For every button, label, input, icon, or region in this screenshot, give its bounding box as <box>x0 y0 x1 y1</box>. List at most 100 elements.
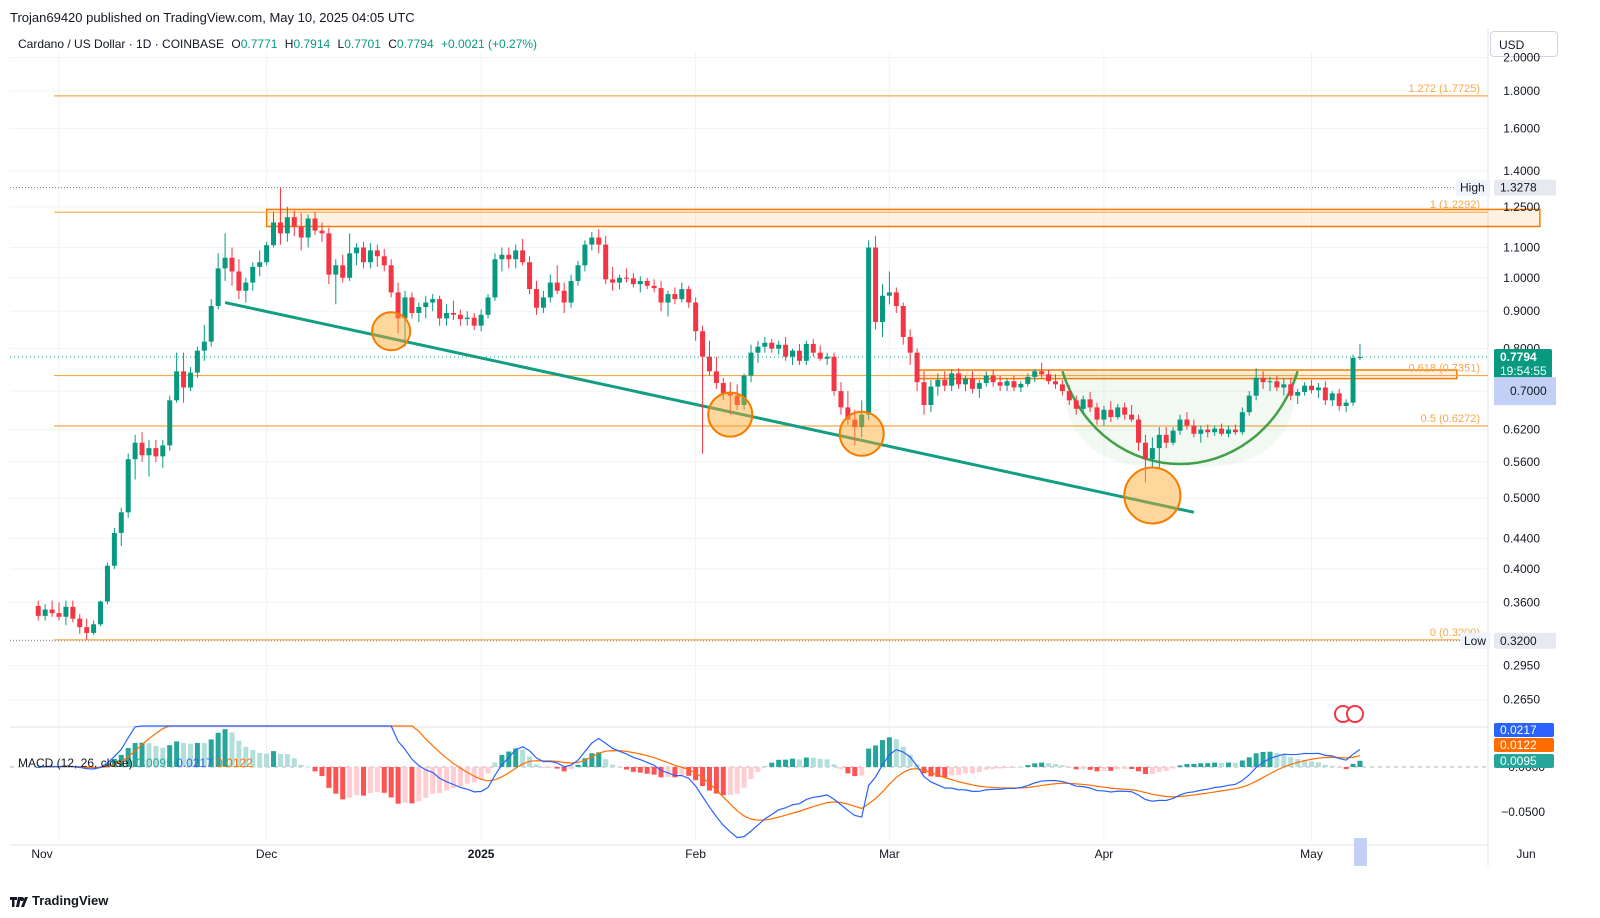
candle-body <box>63 606 69 617</box>
candle-body <box>423 302 429 308</box>
macd-line <box>38 725 1361 839</box>
macd-histogram-bar <box>672 767 678 778</box>
candle-body <box>672 294 678 300</box>
macd-histogram-bar <box>838 767 844 770</box>
candle-body <box>1080 399 1086 409</box>
macd-histogram-bar <box>264 753 270 767</box>
candle-body <box>617 277 623 283</box>
macd-histogram-bar <box>852 767 858 777</box>
candle-body <box>1073 400 1079 409</box>
candle-body <box>776 344 782 349</box>
macd-histogram-bar <box>1032 763 1038 767</box>
macd-histogram-bar <box>444 767 450 791</box>
macd-histogram-bar <box>907 754 913 767</box>
candle-body <box>215 268 221 306</box>
macd-histogram-bar <box>817 758 823 767</box>
macd-histogram-bar <box>1184 763 1190 767</box>
candle-body <box>734 395 740 406</box>
macd-histogram-bar <box>402 767 408 803</box>
macd-histogram-bar <box>1246 757 1252 767</box>
high-tag: High <box>1460 181 1485 195</box>
macd-histogram-bar <box>900 746 906 767</box>
candle-body <box>485 297 491 315</box>
candle-body <box>610 279 616 283</box>
macd-histogram-bar <box>506 751 512 767</box>
macd-histogram-bar <box>969 767 975 774</box>
candle-body <box>35 605 41 616</box>
high-tag-bg <box>1456 179 1490 196</box>
macd-histogram-bar <box>139 742 145 767</box>
macd-histogram-bar <box>1011 767 1017 768</box>
candle-body <box>1032 371 1038 377</box>
candle-body <box>513 250 519 260</box>
macd-histogram-bar <box>499 754 505 767</box>
macd-signal-line <box>38 725 1361 821</box>
macd-histogram-bar <box>1177 765 1183 767</box>
candle-body <box>686 289 692 303</box>
candle-body <box>838 391 844 408</box>
low-value-badge: 0.3200 <box>1500 634 1537 648</box>
macd-histogram-bar <box>859 767 865 776</box>
candle-body <box>706 356 712 372</box>
tradingview-logo-icon <box>10 896 28 907</box>
candle-body <box>976 383 982 389</box>
macd-histogram-bar <box>1288 757 1294 767</box>
macd-histogram-bar <box>181 742 187 767</box>
macd-histogram-bar <box>554 767 560 769</box>
candle-body <box>305 218 311 238</box>
candle-body <box>146 448 152 456</box>
macd-histogram-bar <box>1212 762 1218 767</box>
candle-body <box>1239 412 1245 433</box>
candle-body <box>444 313 450 319</box>
candle-body <box>886 292 892 296</box>
macd-pane <box>10 725 1488 839</box>
candle-body <box>471 317 477 326</box>
macd-histogram-bar <box>326 767 332 788</box>
highlight-circle <box>707 391 754 438</box>
macd-histogram-bar <box>409 767 415 804</box>
macd-histogram-bar <box>700 767 706 787</box>
signal-value-badge: 0.0122 <box>1500 738 1537 752</box>
macd-histogram-bar <box>1253 753 1259 767</box>
macd-histogram-bar <box>430 767 436 794</box>
candle-body <box>229 257 235 272</box>
candle-body <box>208 305 214 342</box>
macd-histogram-bar <box>1350 763 1356 767</box>
macd-histogram-bar <box>298 764 304 767</box>
candle-body <box>409 297 415 314</box>
macd-histogram-bar <box>665 767 671 778</box>
macd-histogram-bar <box>167 745 173 767</box>
event-flag-circle-2 <box>1346 705 1364 723</box>
candle-body <box>533 289 539 308</box>
candle-body <box>84 627 90 633</box>
currency-button[interactable]: USD <box>1490 31 1558 57</box>
macd-histogram-bar <box>831 764 837 767</box>
price-tick-label: 2.0000 <box>1503 51 1540 65</box>
candle-body <box>852 419 858 428</box>
candle-body <box>727 393 733 396</box>
macd-histogram-bar <box>277 753 283 767</box>
candle-body <box>1225 429 1231 434</box>
candle-body <box>243 282 249 291</box>
macd-histogram-bar <box>1274 753 1280 767</box>
time-tick-label: Dec <box>256 847 277 861</box>
macd-histogram-bar <box>1232 762 1238 767</box>
macd-histogram-bar <box>1156 767 1162 772</box>
macd-histogram-bar <box>866 748 872 767</box>
candle-body <box>1232 429 1238 433</box>
macd-value-badge-bg <box>1494 723 1554 737</box>
macd-histogram-bar <box>1329 765 1335 767</box>
macd-histogram-bar <box>893 739 899 767</box>
candle-body <box>547 282 553 298</box>
candle-body <box>388 265 394 293</box>
macd-histogram-bar <box>603 759 609 767</box>
candle-body <box>713 371 719 384</box>
candle-body <box>658 288 664 303</box>
macd-histogram-bar <box>1094 767 1100 772</box>
candle-body <box>381 256 387 266</box>
macd-histogram-bar <box>879 740 885 767</box>
macd-histogram-bar <box>1136 767 1142 772</box>
histogram-value-badge-bg <box>1494 754 1554 768</box>
macd-histogram-bar <box>713 767 719 794</box>
